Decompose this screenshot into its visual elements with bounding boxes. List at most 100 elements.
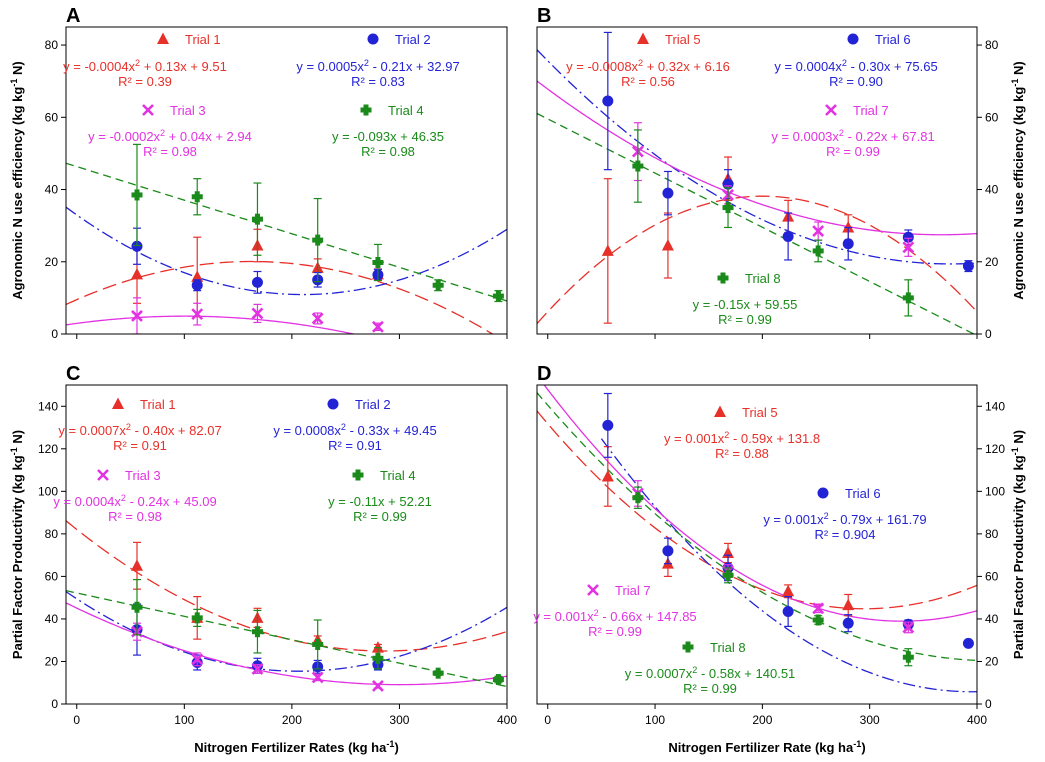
y-tick-label: 100 <box>985 484 1005 498</box>
fit-line-trial-5 <box>537 410 977 610</box>
y-tick-label: 40 <box>45 183 59 197</box>
fit-equation: y = 0.0007x2 - 0.40x + 82.07 <box>58 422 221 438</box>
fit-line-trial-6 <box>600 438 977 693</box>
y-tick-label: 80 <box>45 38 59 52</box>
data-point-trial-3 <box>372 320 384 333</box>
legend-marker <box>112 397 124 409</box>
legend-marker <box>817 487 829 499</box>
fit-equation: y = 0.001x2 - 0.59x + 131.8 <box>664 430 820 446</box>
r-squared-label: R² = 0.83 <box>351 74 405 89</box>
data-point-trial-7 <box>902 241 915 254</box>
data-point-trial-4 <box>492 290 504 302</box>
data-point-trial-1 <box>191 270 204 282</box>
fit-line-trial-3 <box>66 315 357 334</box>
r-squared-label: R² = 0.90 <box>829 74 883 89</box>
y-tick-label: 60 <box>45 110 59 124</box>
fit-line-trial-4 <box>66 589 507 688</box>
fit-equation: y = 0.0003x2 - 0.22x + 67.81 <box>771 128 934 144</box>
y-tick-label: 0 <box>985 697 992 711</box>
y-tick-label: 40 <box>985 612 999 626</box>
fit-equation: y = 0.001x2 - 0.79x + 161.79 <box>763 511 926 527</box>
legend-label: Trial 7 <box>853 103 889 118</box>
data-point-trial-6 <box>962 637 974 649</box>
r-squared-label: R² = 0.99 <box>353 509 407 524</box>
legend-marker <box>714 405 726 417</box>
r-squared-label: R² = 0.88 <box>715 446 769 461</box>
data-point-trial-4 <box>372 256 384 268</box>
data-point-trial-2 <box>251 276 263 288</box>
legend-label: Trial 8 <box>745 271 781 286</box>
r-squared-label: R² = 0.91 <box>328 438 382 453</box>
fit-line-trial-7 <box>537 80 977 236</box>
r-squared-label: R² = 0.98 <box>143 144 197 159</box>
fit-line-trial-6 <box>537 49 977 265</box>
legend-marker <box>142 104 154 116</box>
x-tick-label: 400 <box>967 713 987 727</box>
x-tick-label: 0 <box>544 713 551 727</box>
y-tick-label: 140 <box>38 399 58 413</box>
data-point-trial-3 <box>311 312 324 325</box>
y-axis-label: Partial Factor Productivity (kg kg-1 N) <box>9 430 25 659</box>
y-tick-label: 100 <box>38 484 58 498</box>
r-squared-label: R² = 0.98 <box>361 144 415 159</box>
axes-frame <box>65 384 508 705</box>
data-point-trial-1 <box>371 641 384 653</box>
panel-letter: A <box>66 5 80 27</box>
legend-label: Trial 5 <box>742 405 778 420</box>
fit-line-trial-8 <box>537 392 977 662</box>
data-point-trial-8 <box>812 245 824 257</box>
r-squared-label: R² = 0.91 <box>113 438 167 453</box>
r-squared-label: R² = 0.99 <box>826 144 880 159</box>
data-point-trial-5 <box>842 220 855 233</box>
legend-marker <box>717 272 729 284</box>
x-tick-label: 100 <box>645 713 665 727</box>
legend-marker <box>352 469 364 481</box>
r-squared-label: R² = 0.39 <box>118 74 172 89</box>
data-point-trial-4 <box>191 191 203 203</box>
y-tick-label: 80 <box>985 527 999 541</box>
legend-marker <box>367 33 379 45</box>
axes-frame <box>65 26 508 335</box>
data-point-trial-7 <box>812 602 825 615</box>
y-tick-label: 60 <box>985 569 999 583</box>
legend-label: Trial 7 <box>615 583 651 598</box>
y-tick-label: 20 <box>45 654 59 668</box>
fit-equation: y = 0.0005x2 - 0.21x + 32.97 <box>296 58 459 74</box>
legend-label: Trial 3 <box>125 468 161 483</box>
legend-entry-trial-5: Trial 5 y = 0.001x2 - 0.59x + 131.8R² = 0… <box>664 405 820 461</box>
fit-equation: y = -0.0002x2 + 0.04x + 2.94 <box>88 128 252 144</box>
legend-marker <box>327 398 339 410</box>
data-point-trial-6 <box>902 231 914 243</box>
data-point-trial-8 <box>632 492 644 504</box>
plot-area <box>66 143 507 334</box>
fit-equation: y = 0.001x2 - 0.66x + 147.85 <box>533 608 696 624</box>
data-point-trial-6 <box>842 617 854 629</box>
legend-marker <box>682 641 694 653</box>
panel-a: A 0 20 40 60 80 Agronomic N use efficiency (kg… <box>9 5 508 341</box>
fit-line-trial-1 <box>66 260 494 334</box>
panel-letter: C <box>66 363 80 385</box>
y-axis-label: Partial Factor Productivity (kg kg-1 N) <box>1010 430 1026 659</box>
data-point-trial-8 <box>722 569 734 581</box>
legend-marker <box>97 469 109 481</box>
r-squared-label: R² = 0.99 <box>718 312 772 327</box>
legend-marker <box>825 104 837 116</box>
legend-label: Trial 1 <box>140 397 176 412</box>
data-point-trial-8 <box>632 160 644 172</box>
legend-label: Trial 6 <box>845 486 881 501</box>
axes-frame <box>536 26 978 335</box>
legend-marker <box>637 32 649 44</box>
x-axis-label: Nitrogen Fertilizer Rates (kg ha-1) <box>194 739 399 755</box>
y-tick-label: 120 <box>985 442 1005 456</box>
panel-b: B 0 20 40 60 80 Agronomic N use efficiency (kg… <box>536 5 1026 341</box>
data-point-trial-6 <box>842 238 854 250</box>
data-point-trial-3 <box>251 307 264 320</box>
data-point-trial-6 <box>662 187 674 199</box>
